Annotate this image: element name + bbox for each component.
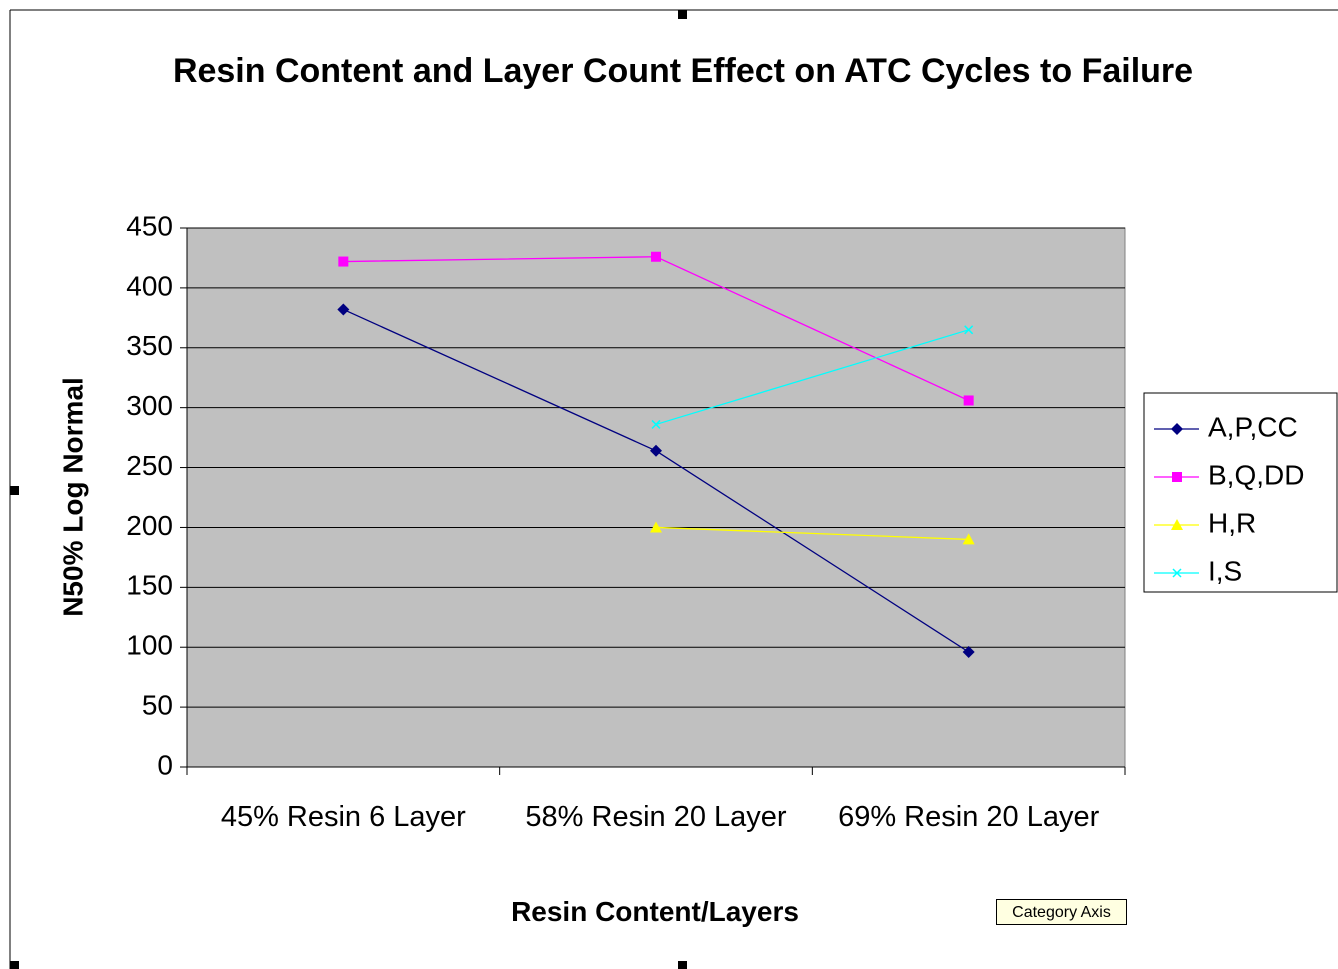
tooltip: Category Axis [996,899,1127,925]
data-point [963,395,974,406]
legend-marker [1172,568,1182,578]
legend-label: B,Q,DD [1208,459,1304,490]
selection-handle[interactable] [10,961,19,969]
y-tick-label: 200 [126,510,173,541]
x-tick-label: 58% Resin 20 Layer [525,801,787,833]
data-point [651,251,661,262]
x-tick-label: 45% Resin 6 Layer [220,801,466,833]
legend-label: A,P,CC [1208,411,1298,442]
x-tick-label: 69% Resin 20 Layer [838,801,1100,833]
data-point [338,256,349,267]
legend-label: H,R [1208,507,1256,538]
x-axis-label: Resin Content/Layers [511,896,799,927]
y-axis-label: N50% Log Normal [57,377,88,617]
y-tick-label: 300 [126,390,173,421]
data-point [650,521,662,533]
y-tick-label: 450 [126,210,173,241]
legend-marker [1171,519,1183,530]
y-tick-label: 150 [126,570,173,601]
data-point [650,444,662,457]
selection-handle[interactable] [678,961,687,969]
y-tick-label: 250 [126,450,173,481]
selection-handle[interactable] [678,10,687,19]
selection-handle[interactable] [10,486,19,495]
y-tick-label: 50 [142,690,173,721]
y-tick-label: 0 [157,749,173,780]
series-line [655,526,969,541]
data-point [337,303,350,316]
plot-area [186,227,1126,768]
data-point [962,646,975,659]
series-line [655,329,969,426]
y-tick-label: 100 [126,630,173,661]
y-tick-label: 400 [126,270,173,301]
legend-label: I,S [1208,555,1242,586]
chart-title: Resin Content and Layer Count Effect on … [172,52,1194,90]
legend-marker [1171,423,1183,435]
legend-marker [1172,472,1182,482]
y-tick-label: 350 [126,330,173,361]
data-point [964,325,974,335]
data-point [651,419,661,429]
data-point [962,533,975,545]
